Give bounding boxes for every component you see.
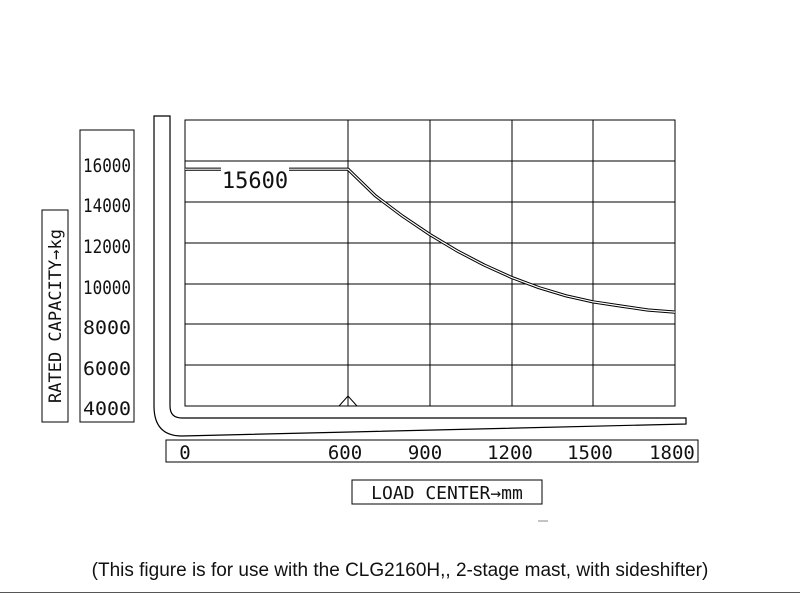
xlabel-text: LOAD CENTER→mm	[371, 483, 523, 504]
x-tick-labels: 0 600 900 1200 1500 1800	[179, 442, 695, 464]
capacity-curve	[185, 167, 676, 314]
xticks-box	[165, 439, 699, 463]
annotation-15600: 15600	[222, 169, 288, 194]
x-tick-0: 0	[179, 442, 190, 464]
bottom-rule	[0, 592, 800, 593]
yticks-box	[79, 129, 135, 423]
annotation-bg	[221, 162, 289, 192]
curve-inner	[185, 168, 676, 313]
y-tick-12000: 12000	[83, 236, 131, 258]
ylabel-box	[41, 209, 69, 423]
xlabel-box	[351, 479, 543, 505]
y-tick-6000: 6000	[83, 358, 131, 380]
y-tick-14000: 14000	[83, 195, 131, 217]
y-tick-16000: 16000	[83, 155, 131, 177]
fork-outline	[153, 115, 687, 437]
x-tick-600: 600	[328, 442, 362, 464]
ylabel-text: RATED CAPACITY→kg	[46, 229, 66, 403]
x-tick-900: 900	[408, 442, 442, 464]
y-tick-10000: 10000	[83, 277, 131, 299]
figure-caption: (This figure is for use with the CLG2160…	[91, 560, 709, 581]
x-tick-1800: 1800	[649, 442, 695, 464]
x-tick-1500: 1500	[567, 442, 613, 464]
y-tick-8000: 8000	[83, 317, 131, 339]
y-tick-labels: 16000 14000 12000 10000 8000 6000 4000	[83, 155, 131, 420]
load-center-marker	[338, 395, 358, 407]
x-tick-1200: 1200	[487, 442, 533, 464]
y-tick-4000: 4000	[83, 398, 131, 420]
